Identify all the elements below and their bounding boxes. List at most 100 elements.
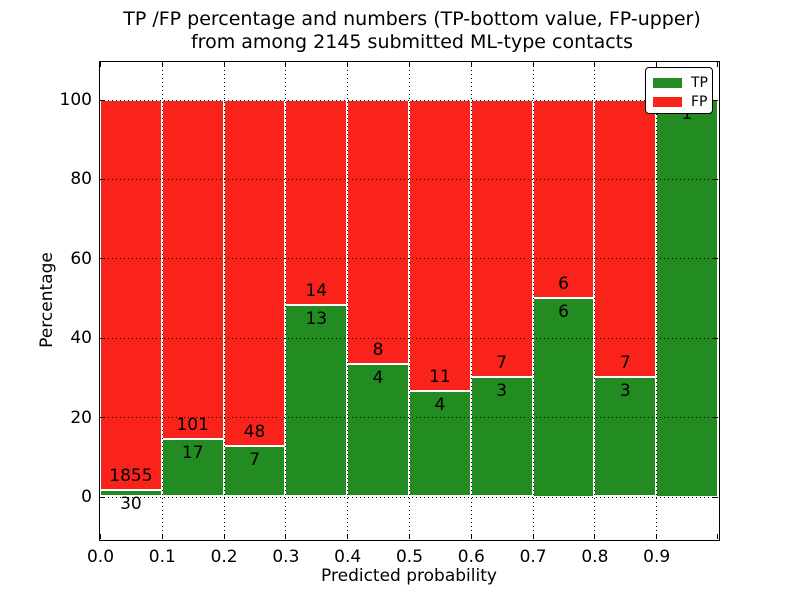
y-tick-right	[713, 337, 718, 339]
fp-count-label: 48	[243, 421, 266, 442]
tp-bar-segment	[285, 305, 348, 497]
y-tick-label: 80	[70, 169, 92, 190]
y-tick-right	[713, 258, 718, 260]
chart-title-line1: TP /FP percentage and numbers (TP-bottom…	[123, 8, 701, 30]
legend-label-tp: TP	[691, 74, 708, 91]
x-tick-top	[656, 62, 658, 67]
y-tick-right	[713, 496, 718, 498]
x-tick-top	[470, 62, 472, 67]
tp-count-label: 3	[496, 381, 508, 402]
x-tick-label: 0.1	[148, 547, 176, 567]
y-tick-right	[713, 178, 718, 180]
y-tick-right	[713, 99, 718, 101]
tp-count-label: 13	[305, 309, 328, 330]
x-gridline	[594, 62, 596, 539]
tp-bar-segment	[100, 490, 162, 497]
x-tick-bottom	[470, 534, 472, 539]
fp-count-label: 7	[496, 353, 508, 374]
fp-bar-segment	[470, 99, 533, 378]
fp-count-label: 8	[372, 340, 384, 361]
x-tick-label: 0.8	[581, 547, 609, 567]
x-tick-top	[100, 62, 101, 67]
fp-bar-segment	[594, 99, 657, 378]
tp-count-label: 6	[558, 302, 569, 322]
x-tick-label: 0.7	[519, 547, 547, 567]
fp-count-label: 6	[558, 274, 569, 294]
tp-bar-segment	[532, 298, 595, 497]
legend-item-fp: FP	[653, 93, 712, 110]
tp-count-label: 4	[434, 394, 446, 415]
y-tick-label: 40	[70, 328, 92, 349]
x-tick-top	[285, 62, 287, 67]
tp-count-label: 30	[120, 494, 142, 515]
fp-count-label: 101	[176, 415, 209, 436]
x-gridline	[223, 62, 225, 539]
x-tick-bottom	[285, 534, 287, 539]
x-tick-top	[161, 62, 163, 67]
y-tick-label: 20	[70, 407, 92, 428]
plot-inner: 185530101174871413841147366731	[100, 62, 718, 539]
x-tick-label: 0.4	[334, 547, 362, 567]
fp-count-label: 14	[305, 281, 328, 302]
fp-count-label: 1855	[109, 466, 153, 487]
legend-label-fp: FP	[691, 93, 708, 110]
x-tick-bottom	[532, 534, 534, 539]
x-gridline	[470, 62, 472, 539]
x-tick-bottom	[656, 534, 658, 539]
x-gridline	[285, 62, 287, 539]
tp-bar-segment	[161, 439, 224, 497]
fp-count-label: 7	[619, 353, 631, 374]
plot-area: 185530101174871413841147366731 TP FP	[99, 61, 720, 541]
tp-bar-segment	[347, 364, 409, 497]
chart-title: TP /FP percentage and numbers (TP-bottom…	[123, 8, 701, 54]
y-tick-left	[100, 178, 105, 180]
fp-swatch-icon	[653, 96, 682, 107]
x-tick-bottom	[717, 534, 718, 539]
tp-count-label: 7	[249, 449, 260, 470]
y-tick-left	[100, 337, 105, 339]
chart-title-line2: from among 2145 submitted ML-type contac…	[190, 31, 634, 53]
legend-item-tp: TP	[653, 74, 712, 91]
x-tick-bottom	[100, 534, 101, 539]
fp-bar-segment	[100, 99, 162, 491]
x-gridline	[532, 62, 534, 539]
x-tick-top	[532, 62, 534, 67]
y-tick-label: 100	[59, 90, 92, 110]
y-tick-left	[100, 496, 105, 498]
x-gridline	[347, 62, 349, 539]
x-tick-bottom	[409, 534, 410, 539]
x-tick-top	[717, 62, 718, 67]
tp-count-label: 4	[372, 368, 384, 389]
x-tick-top	[223, 62, 225, 67]
y-tick-left	[100, 417, 105, 419]
x-gridline	[656, 62, 658, 539]
x-tick-label: 0.2	[210, 547, 238, 567]
x-tick-label: 0.5	[395, 547, 424, 567]
tp-bar-segment	[594, 377, 657, 497]
y-tick-label: 60	[70, 248, 92, 269]
y-tick-label: 0	[81, 487, 92, 507]
x-tick-bottom	[223, 534, 225, 539]
y-tick-right	[713, 417, 718, 419]
fp-bar-segment	[285, 99, 348, 306]
x-axis-label: Predicted probability	[321, 566, 497, 586]
legend: TP FP	[645, 67, 713, 114]
x-tick-label: 0.3	[272, 547, 300, 567]
x-gridline	[409, 62, 410, 539]
tp-swatch-icon	[653, 77, 682, 88]
x-tick-bottom	[161, 534, 163, 539]
fp-bar-segment	[347, 99, 409, 365]
x-tick-bottom	[594, 534, 596, 539]
x-tick-top	[347, 62, 349, 67]
tp-count-label: 17	[181, 443, 204, 464]
y-tick-left	[100, 258, 105, 260]
fp-bar-segment	[409, 99, 471, 391]
tp-bar-segment	[409, 390, 471, 497]
fp-bar-segment	[223, 99, 286, 446]
x-tick-label: 0.9	[643, 547, 671, 567]
x-tick-label: 0.0	[86, 547, 115, 567]
fp-bar-segment	[532, 99, 595, 298]
x-tick-label: 0.6	[457, 547, 485, 567]
x-tick-bottom	[347, 534, 349, 539]
